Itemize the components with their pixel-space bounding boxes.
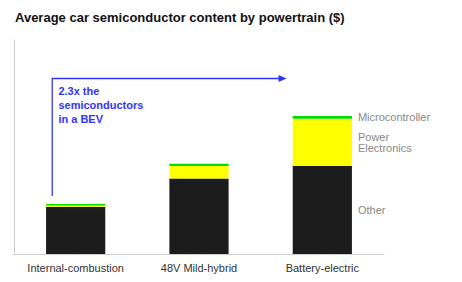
svg-text:Other: Other — [358, 204, 386, 216]
svg-text:in a BEV: in a BEV — [58, 113, 103, 125]
svg-text:48V Mild-hybrid: 48V Mild-hybrid — [161, 262, 237, 274]
svg-text:2.3x the: 2.3x the — [58, 85, 99, 97]
svg-text:Microcontroller: Microcontroller — [358, 111, 430, 123]
svg-text:Power: Power — [357, 130, 390, 143]
svg-text:Battery-electric: Battery-electric — [286, 262, 360, 274]
svg-text:Average car semiconductor cont: Average car semiconductor content by pow… — [15, 10, 345, 25]
svg-text:Electronics: Electronics — [358, 142, 412, 154]
svg-text:semiconductors: semiconductors — [58, 99, 143, 111]
svg-text:Internal-combustion: Internal-combustion — [27, 262, 124, 274]
